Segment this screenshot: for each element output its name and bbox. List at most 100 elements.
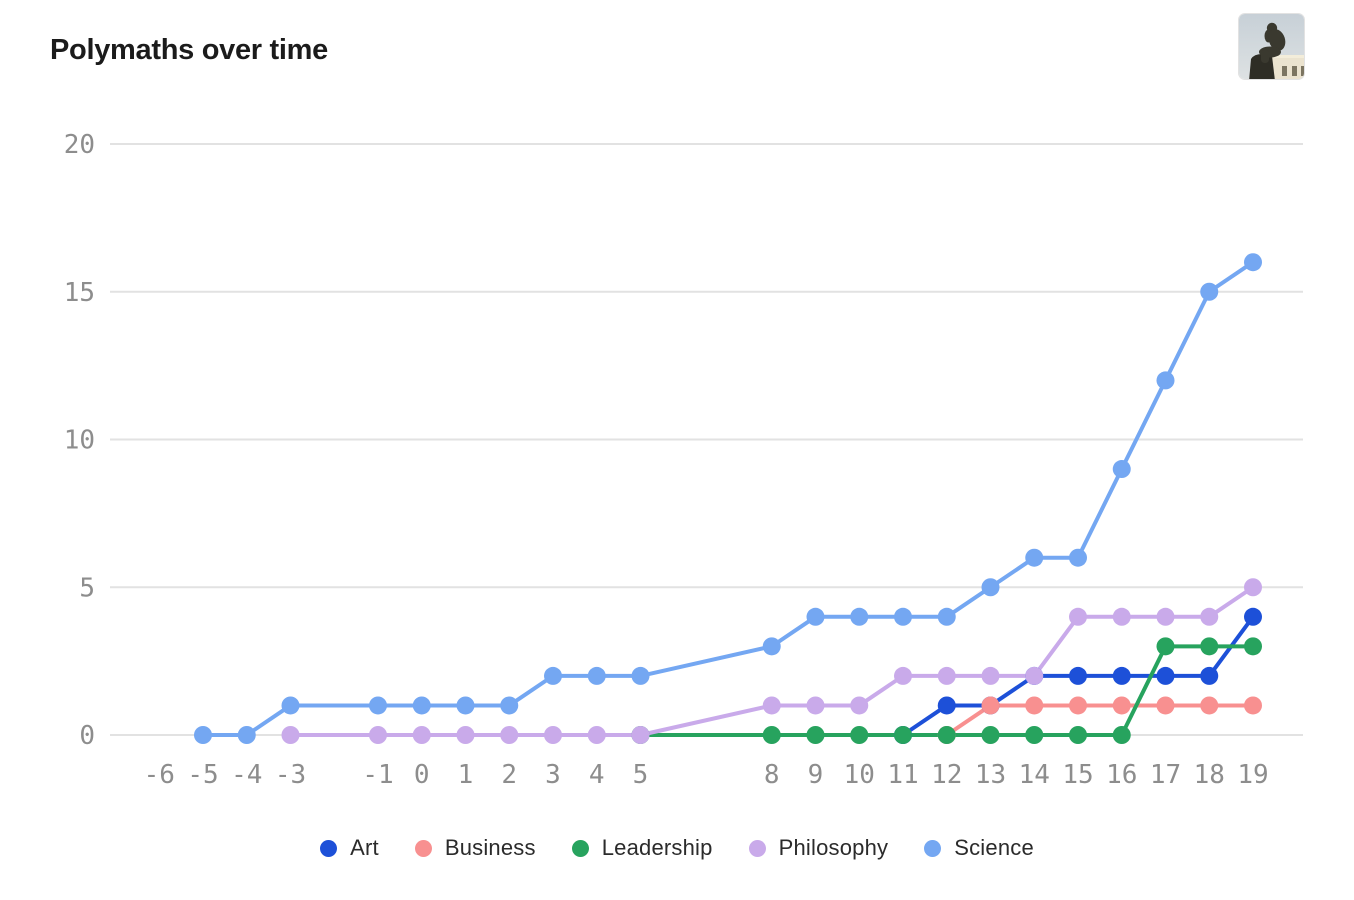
data-point-philosophy-14 (1025, 666, 1044, 685)
series-line-science (201, 260, 1255, 737)
data-point-business-19 (1244, 696, 1262, 715)
legend-label: Business (444, 835, 536, 860)
data-point-leadership-11 (894, 726, 912, 744)
data-point-science--5 (194, 726, 212, 744)
data-point-business-15 (1069, 696, 1087, 715)
data-point-science-17 (1156, 371, 1175, 390)
legend-item-art[interactable]: Art (320, 835, 379, 861)
legend-item-leadership[interactable]: Leadership (571, 835, 713, 861)
data-point-leadership-18 (1200, 637, 1219, 656)
legend-label: Art (350, 835, 379, 860)
x-tick-label: 12 (931, 760, 962, 790)
data-point-leadership-12 (937, 726, 956, 744)
x-tick-label: 16 (1106, 760, 1137, 790)
data-point-philosophy-4 (587, 726, 606, 744)
x-tick-label: -1 (362, 760, 393, 790)
x-tick-label: -3 (275, 760, 306, 790)
data-point-leadership-19 (1244, 637, 1262, 656)
data-point-science-4 (587, 666, 606, 685)
data-point-science-8 (762, 637, 781, 656)
data-point-business-14 (1025, 696, 1044, 715)
data-point-business-16 (1112, 696, 1131, 715)
x-tick-label: 0 (414, 760, 430, 790)
data-point-science-19 (1244, 253, 1262, 272)
data-point-science--3 (281, 696, 300, 715)
x-tick-label: 1 (458, 760, 474, 790)
data-point-science-0 (412, 696, 431, 715)
data-point-science--4 (237, 726, 256, 744)
thinker-statue-illustration (1239, 14, 1304, 79)
data-point-art-19 (1244, 607, 1262, 626)
data-point-art-18 (1200, 666, 1219, 685)
data-point-leadership-10 (850, 726, 869, 744)
data-point-science-5 (631, 666, 650, 685)
x-tick-label: 13 (975, 760, 1006, 790)
data-point-philosophy-1 (456, 726, 475, 744)
data-point-science-1 (456, 696, 475, 715)
data-point-science-3 (544, 666, 562, 685)
data-point-philosophy-17 (1156, 607, 1175, 626)
data-point-leadership-16 (1112, 726, 1131, 744)
legend-item-philosophy[interactable]: Philosophy (748, 835, 889, 861)
thinker-image (1238, 13, 1305, 80)
legend-dot-art (320, 839, 338, 857)
x-tick-label: 8 (764, 760, 780, 790)
data-point-science-2 (500, 696, 519, 715)
data-point-philosophy-8 (762, 696, 781, 715)
x-tick-label: -6 (144, 760, 175, 790)
legend-label: Leadership (601, 835, 713, 860)
data-point-art-15 (1069, 666, 1087, 685)
data-point-science--1 (369, 696, 387, 715)
data-point-art-17 (1156, 666, 1175, 685)
data-point-science-16 (1112, 460, 1131, 479)
x-tick-label: 18 (1194, 760, 1225, 790)
data-point-science-14 (1025, 548, 1044, 567)
data-point-philosophy-3 (544, 726, 562, 744)
data-point-philosophy-16 (1112, 607, 1131, 626)
x-tick-label: 15 (1062, 760, 1093, 790)
y-tick-label: 10 (64, 426, 95, 456)
data-point-leadership-8 (762, 726, 781, 744)
data-point-philosophy-2 (500, 726, 519, 744)
data-point-philosophy-15 (1069, 607, 1087, 626)
x-tick-label: 19 (1237, 760, 1268, 790)
chart-legend: Art Business Leadership Philosophy Science (0, 832, 1354, 864)
legend-item-science[interactable]: Science (924, 835, 1034, 861)
data-point-science-13 (981, 578, 1000, 597)
x-tick-label: 5 (633, 760, 649, 790)
data-point-leadership-9 (806, 726, 825, 744)
data-point-leadership-15 (1069, 726, 1087, 744)
data-point-philosophy-11 (894, 666, 912, 685)
legend-dot-leadership (571, 839, 589, 857)
data-point-art-12 (937, 696, 956, 715)
data-point-science-15 (1069, 548, 1087, 567)
data-point-philosophy--1 (369, 726, 387, 744)
page-title: Polymaths over time (50, 34, 328, 66)
x-tick-label: 9 (808, 760, 824, 790)
x-tick-label: -4 (231, 760, 262, 790)
data-point-philosophy-0 (412, 726, 431, 744)
x-tick-label: 11 (887, 760, 918, 790)
data-point-science-11 (894, 607, 912, 626)
data-point-leadership-17 (1156, 637, 1175, 656)
legend-dot-philosophy (748, 839, 766, 857)
data-point-philosophy-9 (806, 696, 825, 715)
data-point-science-9 (806, 607, 825, 626)
data-point-business-18 (1200, 696, 1219, 715)
legend-label: Science (954, 835, 1034, 860)
x-tick-label: 14 (1019, 760, 1050, 790)
data-point-business-13 (981, 696, 1000, 715)
data-point-philosophy--3 (281, 726, 300, 744)
data-point-leadership-13 (981, 726, 1000, 744)
y-tick-label: 20 (64, 130, 95, 160)
data-point-philosophy-10 (850, 696, 869, 715)
x-tick-label: 17 (1150, 760, 1181, 790)
data-point-philosophy-18 (1200, 607, 1219, 626)
data-point-philosophy-12 (937, 666, 956, 685)
data-point-leadership-14 (1025, 726, 1044, 744)
x-tick-label: -5 (187, 760, 218, 790)
series-line-leadership (638, 644, 1255, 737)
x-tick-label: 10 (844, 760, 875, 790)
data-point-philosophy-13 (981, 666, 1000, 685)
legend-item-business[interactable]: Business (414, 835, 536, 861)
